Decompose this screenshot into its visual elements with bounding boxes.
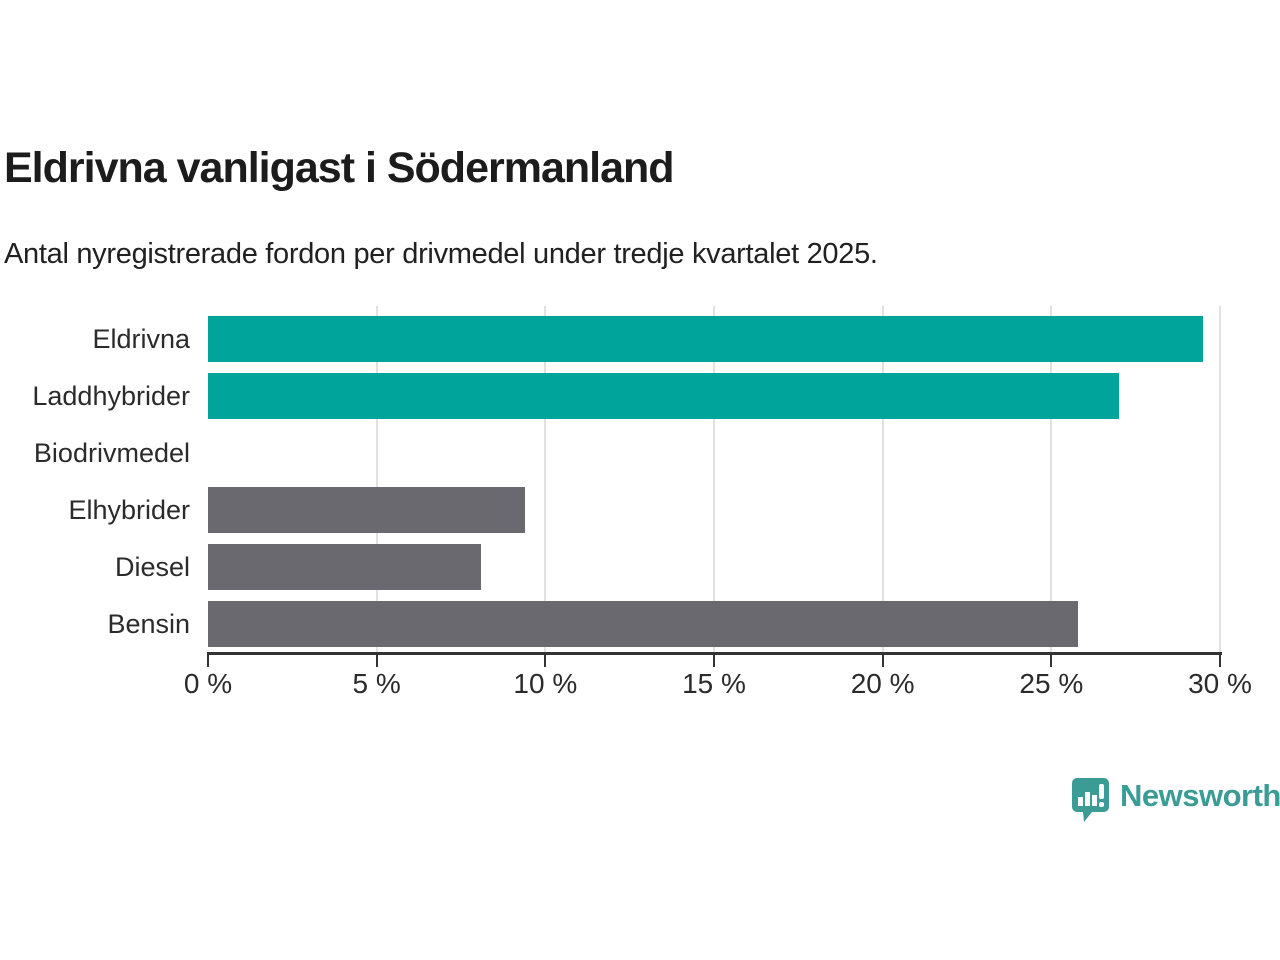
category-label: Diesel — [114, 552, 190, 582]
category-label: Bensin — [107, 609, 190, 639]
category-label: Laddhybrider — [32, 381, 190, 411]
axis-tick — [1050, 652, 1053, 667]
axis-tick — [713, 652, 715, 667]
axis-tick — [207, 652, 209, 667]
axis-tick — [881, 652, 884, 667]
chart-title: Eldrivna vanligast i Södermanland — [4, 144, 675, 192]
tick-label: 15 % — [682, 668, 746, 699]
logo-text: Newsworthy — [1120, 778, 1280, 813]
axis-tick — [544, 652, 547, 667]
gridline-15 — [713, 306, 715, 652]
logo-speech-bubble-icon — [1072, 778, 1109, 822]
axis-tick — [1219, 652, 1221, 667]
tick-label: 30 % — [1188, 668, 1252, 699]
tick-label: 5 % — [352, 668, 401, 699]
tick-label: 25 % — [1019, 668, 1084, 699]
gridline-5 — [375, 306, 378, 652]
bar — [208, 487, 526, 533]
bar — [208, 316, 1204, 362]
gridline-20 — [881, 306, 884, 652]
chart-subtitle: Antal nyregistrerade fordon per drivmede… — [4, 238, 878, 270]
gridline-25 — [1050, 306, 1053, 652]
axis-tick — [375, 652, 378, 667]
gridline-30 — [1219, 306, 1221, 652]
category-label: Biodrivmedel — [33, 438, 190, 468]
gridline-10 — [544, 306, 547, 652]
bar — [208, 544, 482, 590]
plot-area — [208, 306, 1221, 652]
tick-label: 10 % — [513, 668, 578, 699]
tick-label: 0 % — [183, 668, 233, 699]
newsworthy-logo: Newsworthy — [1070, 776, 1280, 822]
category-label: Eldrivna — [92, 324, 190, 354]
bar — [208, 373, 1119, 419]
category-label: Elhybrider — [68, 495, 190, 525]
tick-label: 20 % — [850, 668, 915, 699]
bar — [208, 601, 1079, 647]
